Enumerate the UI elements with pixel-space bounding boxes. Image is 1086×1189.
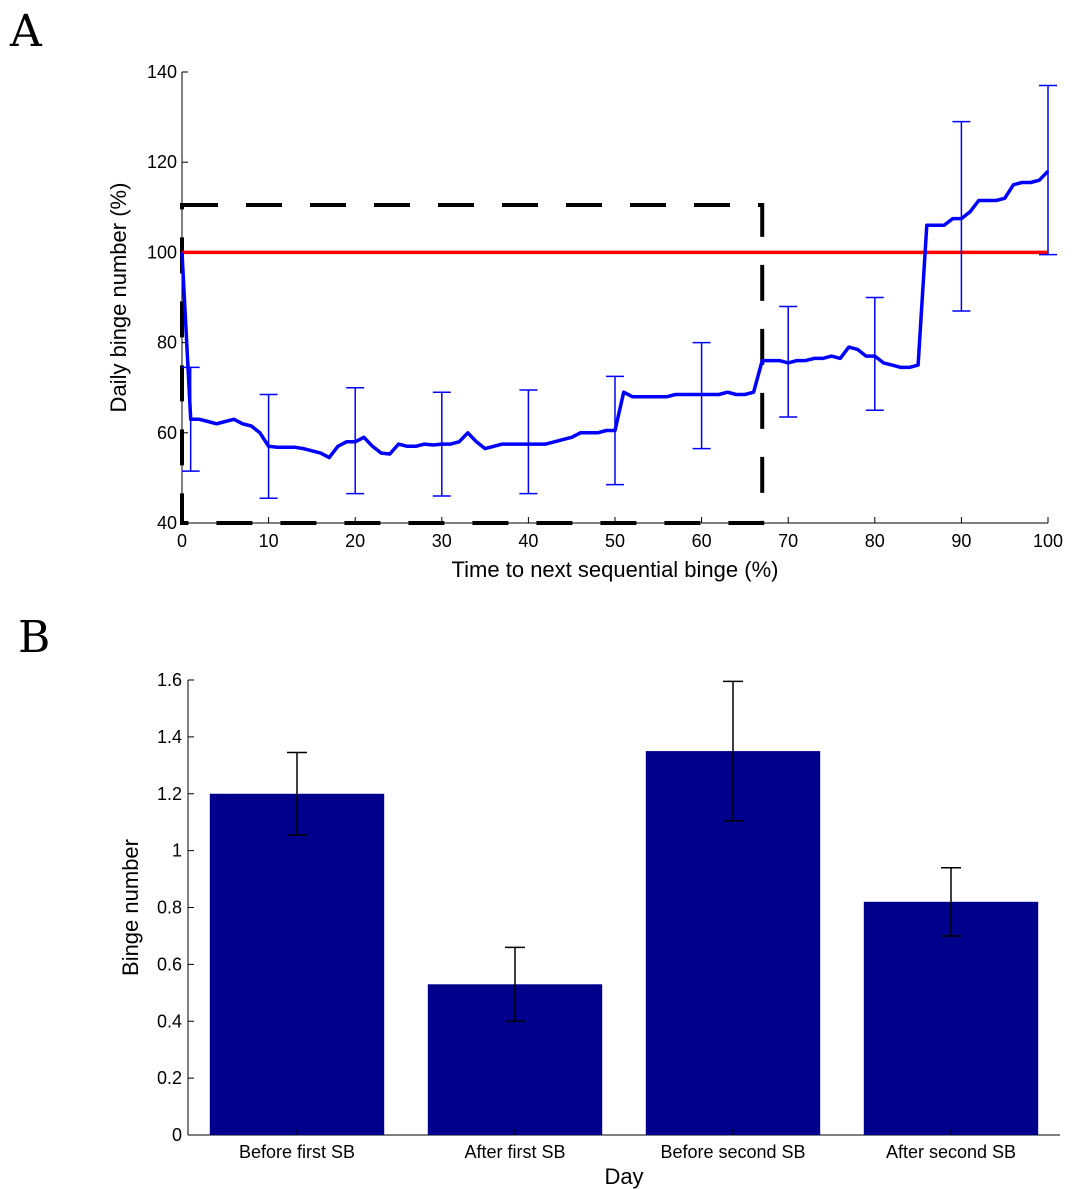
errorbar-a [606, 375, 624, 486]
errorbar-a [259, 393, 278, 499]
x-tick-label-b: Before first SB [239, 1142, 355, 1162]
y-tick-label-b: 0.8 [157, 898, 182, 918]
errorbar-a [181, 366, 200, 472]
x-tick-label-a: 40 [518, 531, 538, 551]
y-tick-label-a: 100 [147, 242, 177, 262]
y-tick-label-b: 0.2 [157, 1068, 182, 1088]
panel-label-b: B [18, 612, 50, 663]
panel-label-a: A [9, 6, 43, 57]
x-tick-label-a: 20 [345, 531, 365, 551]
x-tick-label-a: 80 [865, 531, 885, 551]
x-axis-title-a: Time to next sequential binge (%) [452, 557, 779, 582]
y-tick-label-b: 0 [172, 1125, 182, 1145]
errorbar-a [1039, 84, 1057, 256]
errorbar-a [692, 341, 711, 450]
x-tick-label-a: 100 [1033, 531, 1063, 551]
y-tick-label-a: 140 [147, 62, 177, 82]
errorbar-b [723, 680, 743, 822]
y-axis-title-a: Daily binge number (%) [106, 183, 131, 413]
errorbar-a [432, 391, 451, 497]
errorbar-a [346, 386, 365, 495]
y-tick-label-b: 1.4 [157, 727, 182, 747]
y-tick-label-a: 40 [157, 513, 177, 533]
y-tick-label-b: 0.4 [157, 1011, 182, 1031]
errorbar-b [941, 866, 961, 937]
x-tick-label-a: 10 [259, 531, 279, 551]
y-tick-label-b: 1 [172, 841, 182, 861]
x-tick-label-b: After first SB [464, 1142, 565, 1162]
x-axis-title-b: Day [604, 1164, 643, 1189]
errorbar-a [952, 120, 971, 312]
errorbar-a [519, 389, 538, 495]
x-tick-label-b: After second SB [886, 1142, 1016, 1162]
y-tick-label-b: 1.2 [157, 784, 182, 804]
errorbar-a [779, 305, 798, 418]
x-tick-label-a: 50 [605, 531, 625, 551]
bar [863, 901, 1039, 1135]
x-tick-label-a: 30 [432, 531, 452, 551]
x-tick-label-a: 0 [177, 531, 187, 551]
y-tick-label-b: 1.6 [157, 670, 182, 690]
y-axis-title-b: Binge number [118, 839, 143, 976]
chart-a: 40 60 80 100 120 140 0 10 20 30 40 50 60 70 80 90 100 Tim… [106, 62, 1063, 582]
errorbar-b [505, 946, 525, 1022]
y-tick-label-a: 120 [147, 152, 177, 172]
x-tick-label-a: 90 [951, 531, 971, 551]
x-tick-label-a: 60 [692, 531, 712, 551]
chart-b: 0 0.2 0.4 0.6 0.8 1 1.2 1.4 1.6 Before first SB Af… [118, 670, 1060, 1189]
errorbar-a [865, 296, 884, 411]
x-tick-label-a: 70 [778, 531, 798, 551]
y-tick-label-b: 0.6 [157, 954, 182, 974]
bar [209, 793, 385, 1135]
y-tick-label-a: 80 [157, 333, 177, 353]
x-tick-label-b: Before second SB [660, 1142, 805, 1162]
y-tick-label-a: 60 [157, 423, 177, 443]
errorbar-b [287, 751, 307, 836]
